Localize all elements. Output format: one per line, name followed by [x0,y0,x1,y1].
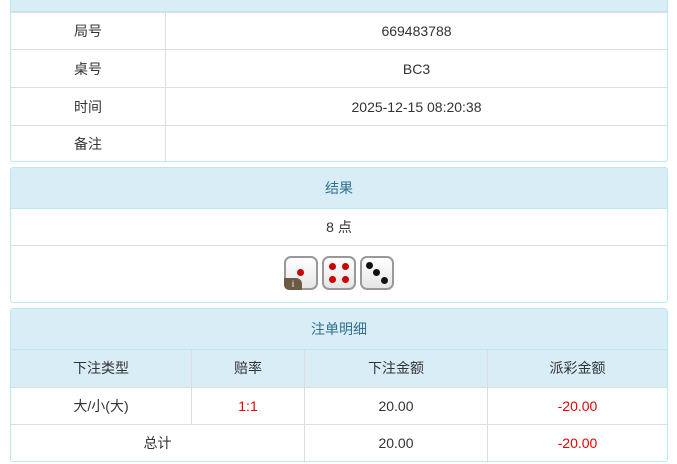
col-bet-type: 下注类型 [11,350,192,388]
header-row: 下注类型 赔率 下注金额 派彩金额 [11,350,667,388]
value-table: BC3 [165,49,667,88]
bet-type: 大/小(大) [11,386,192,425]
table-row: 大/小(大) 1:1 20.00 -20.00 [11,386,667,425]
value-remark [165,125,667,161]
pip [329,276,336,283]
bet-details-title: 注单明细 [11,309,667,350]
round-info-panel: 局号 669483788 桌号 BC3 时间 2025-12-15 08:20:38 … [10,0,668,162]
amount: 20.00 [304,386,488,425]
info-badge-icon[interactable]: i [284,278,302,290]
dice-row: i [11,246,667,290]
table-row: 时间 2025-12-15 08:20:38 [11,87,667,126]
pip [381,277,388,284]
pip [373,269,380,276]
round-info-table: 局号 669483788 桌号 BC3 时间 2025-12-15 08:20:38 … [11,12,667,161]
die-1[interactable]: i [284,256,318,290]
payout: -20.00 [487,386,667,425]
total-row: 总计 20.00 -20.00 [11,423,667,461]
label-remark: 备注 [11,125,166,161]
total-amount: 20.00 [304,423,488,461]
result-points: 8 点 [11,209,667,246]
value-round: 669483788 [165,12,667,50]
bet-details-panel: 注单明细 下注类型 赔率 下注金额 派彩金额 大/小(大) 1:1 20.00 -20.00… [10,308,668,462]
col-odds: 赔率 [191,350,305,388]
pip [329,263,336,270]
label-table: 桌号 [11,49,166,88]
result-title: 结果 [11,168,667,209]
pip [297,269,304,276]
result-panel: 结果 8 点 i [10,167,668,303]
total-payout: -20.00 [487,423,667,461]
die-3 [360,256,394,290]
pip [366,262,373,269]
col-amount: 下注金额 [304,350,488,388]
value-time: 2025-12-15 08:20:38 [165,87,667,126]
bet-details-table: 下注类型 赔率 下注金额 派彩金额 大/小(大) 1:1 20.00 -20.00 总计 20… [11,350,667,461]
table-row: 局号 669483788 [11,12,667,50]
die-4 [322,256,356,290]
pip [342,263,349,270]
label-time: 时间 [11,87,166,126]
odds: 1:1 [191,386,305,425]
pip [342,276,349,283]
label-round: 局号 [11,12,166,50]
table-row: 备注 [11,125,667,161]
col-payout: 派彩金额 [487,350,667,388]
panel-header [11,0,667,12]
table-row: 桌号 BC3 [11,49,667,88]
total-label: 总计 [11,423,305,461]
